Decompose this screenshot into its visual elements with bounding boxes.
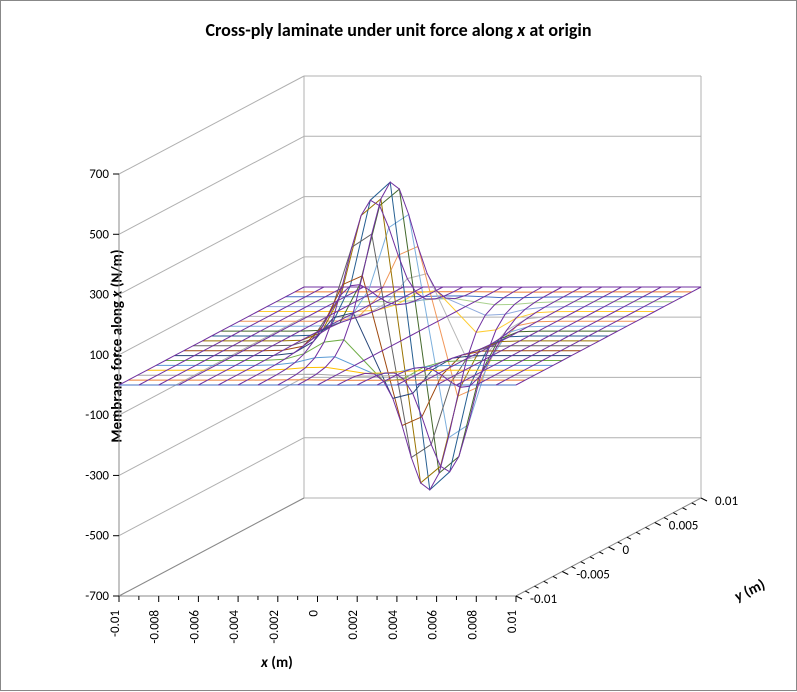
axes — [113, 174, 707, 602]
svg-text:-0.01: -0.01 — [530, 592, 557, 607]
svg-text:0.002: 0.002 — [346, 610, 361, 640]
svg-text:-0.004: -0.004 — [227, 610, 242, 644]
chart-container: Cross-ply laminate under unit force alon… — [0, 0, 797, 691]
svg-text:-0.01: -0.01 — [108, 610, 123, 637]
svg-text:-0.005: -0.005 — [576, 568, 610, 583]
svg-text:0.008: 0.008 — [465, 610, 480, 640]
svg-text:300: 300 — [89, 288, 109, 303]
svg-text:-0.002: -0.002 — [267, 610, 282, 644]
svg-text:-300: -300 — [85, 468, 109, 483]
svg-text:700: 700 — [89, 167, 109, 182]
svg-text:-0.006: -0.006 — [187, 610, 202, 644]
svg-text:0.004: 0.004 — [386, 610, 401, 640]
z-tick-labels: -700 -500 -300 -100 100 300 500 700 — [85, 167, 109, 604]
svg-text:0.005: 0.005 — [669, 519, 699, 534]
svg-text:0.01: 0.01 — [715, 494, 738, 509]
svg-text:100: 100 — [89, 348, 109, 363]
chart-svg: -700 -500 -300 -100 100 300 500 700 -0.01 -0.008… — [1, 1, 797, 692]
svg-text:-700: -700 — [85, 589, 109, 604]
svg-text:0.006: 0.006 — [426, 610, 441, 640]
svg-text:-100: -100 — [85, 408, 109, 423]
x-tick-labels: -0.01 -0.008 -0.006 -0.004 -0.002 0 0.002 0.004… — [108, 610, 520, 644]
y-tick-labels: -0.01 -0.005 0 0.005 0.01 — [530, 494, 738, 607]
surface-mesh — [119, 182, 701, 490]
svg-text:0: 0 — [307, 610, 322, 617]
svg-text:-500: -500 — [85, 529, 109, 544]
svg-text:-0.008: -0.008 — [148, 610, 163, 644]
svg-text:0.01: 0.01 — [505, 610, 520, 633]
svg-text:0: 0 — [623, 543, 630, 558]
svg-text:500: 500 — [89, 227, 109, 242]
